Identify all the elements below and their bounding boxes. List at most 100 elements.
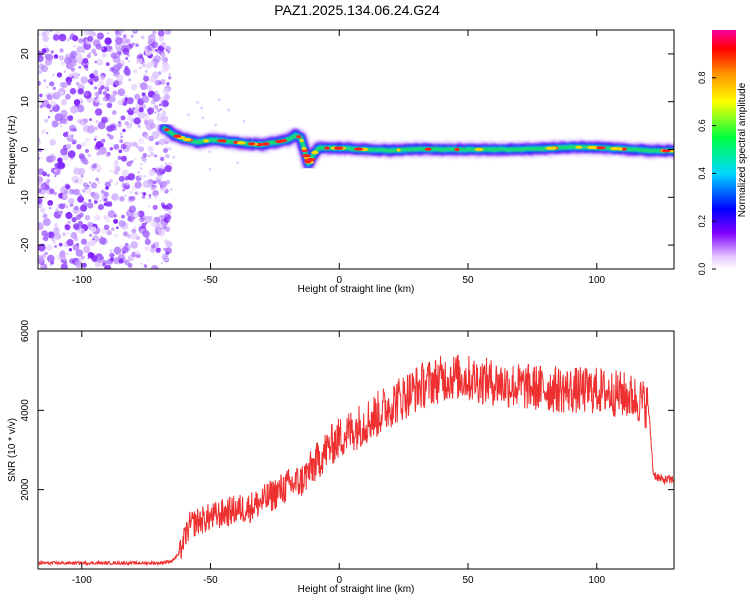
noise-speckle xyxy=(38,80,41,86)
noise-speckle xyxy=(76,104,85,113)
noise-speckle xyxy=(58,242,63,247)
noise-speckle xyxy=(102,91,108,96)
snr-ticks: -100 -50 0 50 100 2000 4000 6000 xyxy=(20,319,674,586)
y-tick-label: 0 xyxy=(20,146,31,152)
noise-speckle xyxy=(136,54,141,60)
noise-speckle xyxy=(88,199,92,203)
noise-speckle xyxy=(217,98,221,102)
noise-speckle xyxy=(38,222,44,231)
noise-speckle xyxy=(96,32,104,40)
noise-speckle xyxy=(100,189,105,194)
noise-speckle xyxy=(64,183,70,189)
noise-speckle xyxy=(163,255,169,262)
noise-speckle xyxy=(151,244,156,249)
noise-speckle xyxy=(134,190,140,196)
noise-speckle xyxy=(130,196,136,201)
noise-speckle xyxy=(113,218,119,224)
noise-speckle xyxy=(136,145,140,149)
noise-speckle xyxy=(52,73,55,77)
noise-speckle xyxy=(141,156,147,162)
noise-speckle xyxy=(160,53,166,58)
spectrogram-y-axis-label: Frequency (Hz) xyxy=(7,116,18,185)
noise-speckle xyxy=(63,70,66,73)
noise-speckle xyxy=(102,96,108,102)
ridge-hotspot xyxy=(311,151,319,155)
noise-speckle xyxy=(54,175,57,178)
noise-speckle xyxy=(69,88,77,95)
spectrogram-noise-region xyxy=(38,30,247,269)
noise-speckle xyxy=(43,236,49,242)
noise-speckle xyxy=(105,153,109,158)
noise-speckle xyxy=(44,196,48,200)
noise-speckle xyxy=(146,107,155,115)
noise-speckle xyxy=(117,99,124,106)
noise-speckle xyxy=(130,232,138,240)
noise-speckle xyxy=(54,245,58,248)
noise-speckle xyxy=(133,211,140,218)
x-tick-label: -50 xyxy=(203,275,218,286)
noise-speckle xyxy=(75,249,84,257)
noise-speckle xyxy=(159,138,166,145)
ridge-hotspot xyxy=(182,138,192,142)
noise-speckle xyxy=(71,134,74,137)
noise-speckle xyxy=(159,79,166,85)
colorbar-tick-label: 0.8 xyxy=(697,72,707,85)
noise-speckle xyxy=(141,195,146,199)
spectrogram-ridge xyxy=(156,119,674,173)
noise-speckle xyxy=(68,132,75,139)
noise-speckle xyxy=(80,255,85,260)
noise-speckle xyxy=(106,229,112,236)
noise-speckle xyxy=(120,37,128,45)
noise-speckle xyxy=(109,123,117,131)
noise-speckle xyxy=(130,241,138,249)
noise-speckle xyxy=(103,198,108,202)
noise-speckle xyxy=(200,106,204,110)
noise-speckle xyxy=(140,216,143,220)
noise-speckle xyxy=(46,94,53,101)
noise-speckle xyxy=(126,109,130,113)
noise-speckle xyxy=(148,169,156,177)
noise-speckle xyxy=(124,142,127,146)
noise-speckle xyxy=(46,53,54,62)
noise-speckle xyxy=(163,239,168,244)
colorbar-tick-label: 0.6 xyxy=(697,119,707,132)
noise-speckle xyxy=(53,169,57,173)
noise-speckle xyxy=(121,180,124,184)
noise-speckle xyxy=(100,103,102,106)
noise-speckle xyxy=(41,99,50,108)
noise-speckle xyxy=(98,146,107,155)
noise-speckle xyxy=(128,190,134,195)
noise-speckle xyxy=(156,168,164,176)
noise-speckle xyxy=(80,194,83,197)
noise-speckle xyxy=(166,82,170,86)
ridge-hotspot xyxy=(301,154,311,158)
noise-speckle xyxy=(59,48,64,53)
noise-speckle xyxy=(49,138,56,145)
noise-speckle xyxy=(143,74,146,77)
noise-speckle xyxy=(50,50,54,54)
noise-speckle xyxy=(144,161,147,164)
noise-speckle xyxy=(168,210,172,215)
noise-speckle xyxy=(101,141,104,144)
noise-speckle xyxy=(84,91,89,97)
noise-speckle xyxy=(164,205,169,210)
noise-speckle xyxy=(149,151,155,157)
noise-speckle xyxy=(137,124,141,128)
ridge-hotspot xyxy=(280,139,287,143)
noise-speckle xyxy=(77,52,83,58)
noise-speckle xyxy=(46,85,49,89)
noise-speckle xyxy=(80,76,89,84)
colorbar-tick-label: 0.4 xyxy=(697,167,707,180)
noise-speckle xyxy=(133,226,137,229)
noise-speckle xyxy=(69,124,77,132)
noise-speckle xyxy=(151,48,156,53)
noise-speckle xyxy=(42,218,51,227)
noise-speckle xyxy=(101,116,108,124)
noise-speckle xyxy=(161,110,167,116)
noise-speckle xyxy=(93,86,97,90)
noise-speckle xyxy=(137,137,145,144)
noise-speckle xyxy=(160,262,163,265)
noise-speckle xyxy=(69,258,75,264)
snr-series-line xyxy=(38,354,674,567)
noise-speckle xyxy=(160,41,167,48)
